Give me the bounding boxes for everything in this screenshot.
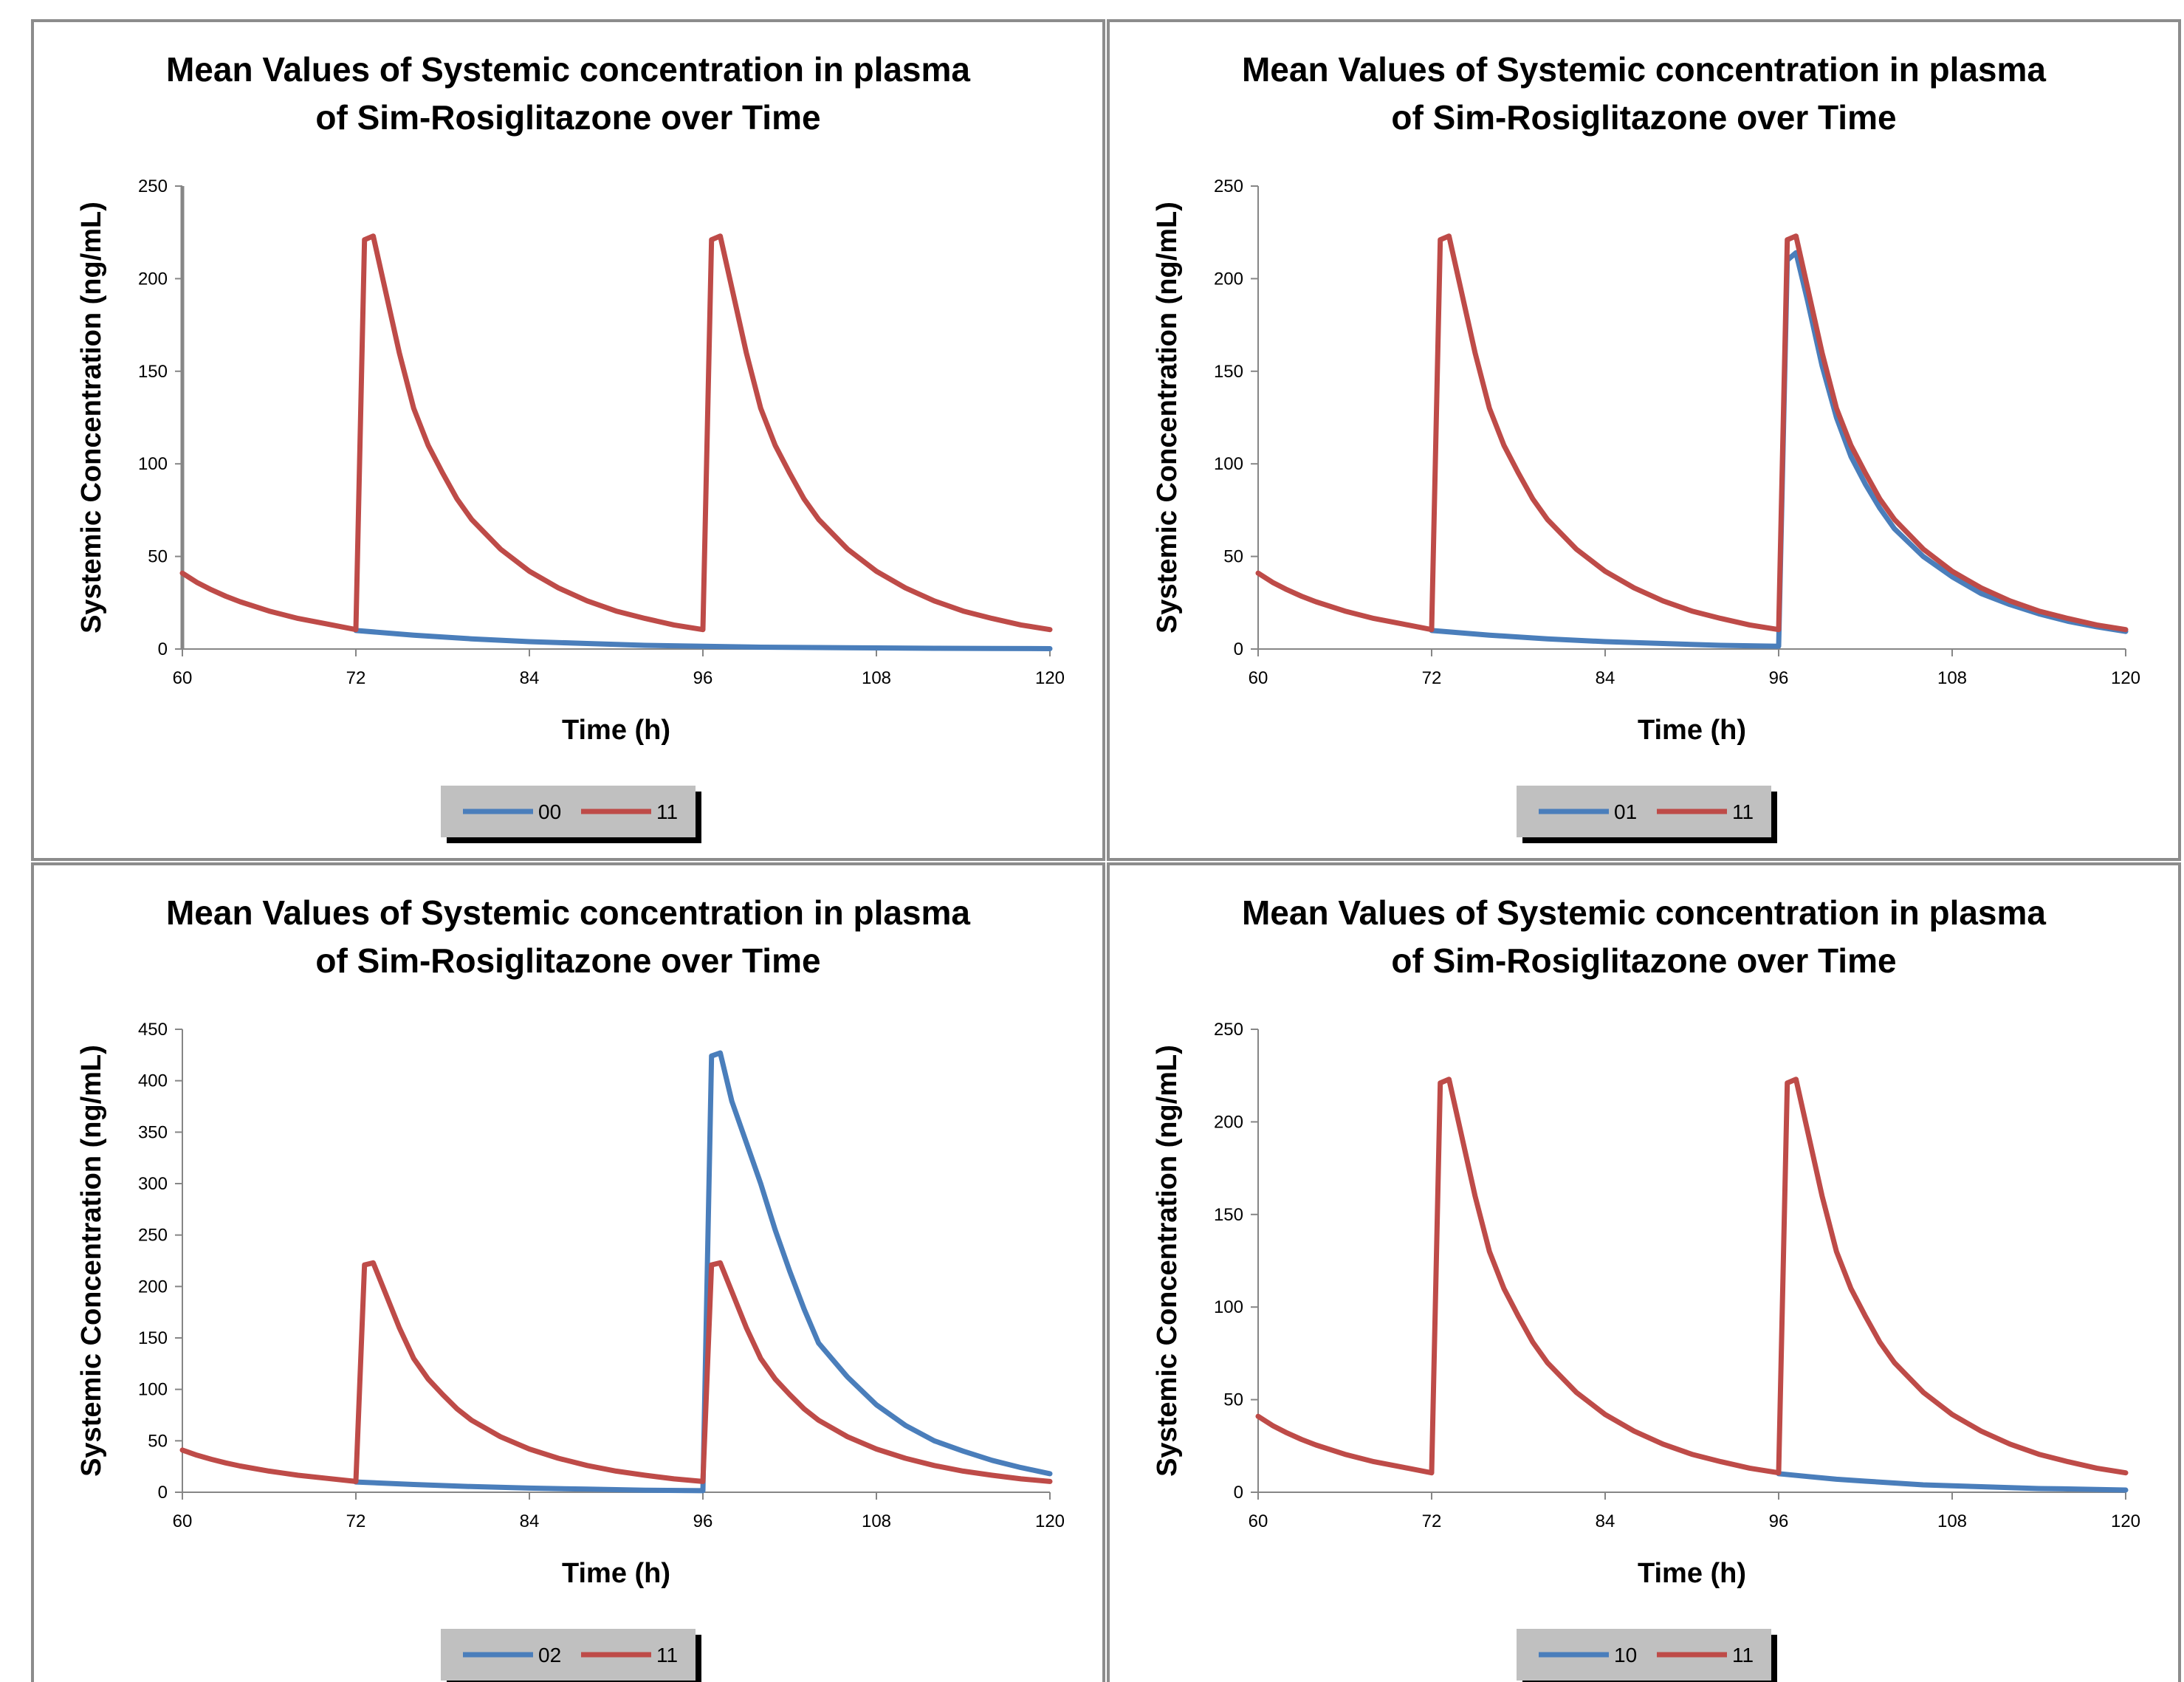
y-tick-label: 0: [1234, 639, 1243, 659]
y-axis-title: Systemic Concentration (ng/mL): [1152, 202, 1183, 634]
y-tick-label: 200: [1214, 1112, 1243, 1132]
y-tick-label: 200: [138, 1277, 168, 1297]
y-tick-label: 100: [138, 1380, 168, 1400]
chart-title: Mean Values of Systemic concentration in…: [166, 50, 970, 89]
x-tick-label: 84: [520, 1511, 540, 1531]
series-line-00: [353, 628, 1053, 651]
x-tick-label: 84: [520, 668, 540, 688]
y-axis-title: Systemic Concentration (ng/mL): [1152, 1045, 1183, 1477]
x-axis-title: Time (h): [562, 1558, 670, 1589]
x-axis-title: Time (h): [562, 715, 670, 746]
y-tick-label: 50: [148, 547, 168, 567]
chart-title: of Sim-Rosiglitazone over Time: [315, 98, 820, 137]
y-axis-title: Systemic Concentration (ng/mL): [76, 1045, 107, 1477]
y-tick-label: 150: [1214, 362, 1243, 382]
y-tick-label: 50: [148, 1431, 168, 1451]
y-tick-label: 0: [1234, 1483, 1243, 1503]
x-tick-label: 72: [346, 1511, 366, 1531]
x-tick-label: 72: [1422, 668, 1442, 688]
x-axis-title: Time (h): [1638, 1558, 1746, 1589]
x-tick-label: 84: [1596, 1511, 1615, 1531]
x-tick-label: 72: [346, 668, 366, 688]
x-tick-label: 120: [2111, 1511, 2140, 1531]
x-tick-label: 60: [1249, 668, 1268, 688]
panel-frame: [1107, 862, 2181, 1682]
y-tick-label: 100: [1214, 454, 1243, 474]
chart-panel-1: Mean Values of Systemic concentration in…: [31, 19, 1105, 861]
x-tick-label: 108: [1937, 668, 1967, 688]
y-tick-label: 150: [1214, 1205, 1243, 1225]
x-tick-label: 108: [862, 668, 891, 688]
panel-frame: [31, 862, 1105, 1682]
x-tick-label: 96: [1769, 668, 1789, 688]
series-line-10: [1776, 1471, 2129, 1493]
x-tick-label: 108: [1937, 1511, 1967, 1531]
legend-label-11: 11: [656, 1644, 678, 1666]
series-line-11: [1255, 1077, 2129, 1476]
panel-frame: [1107, 19, 2181, 861]
y-tick-label: 200: [138, 269, 168, 289]
chart-title: of Sim-Rosiglitazone over Time: [315, 941, 820, 980]
x-tick-label: 96: [693, 668, 713, 688]
y-tick-label: 300: [138, 1174, 168, 1194]
y-tick-label: 250: [138, 1226, 168, 1246]
y-tick-label: 250: [1214, 1020, 1243, 1040]
x-tick-label: 96: [693, 1511, 713, 1531]
chart-title: Mean Values of Systemic concentration in…: [1242, 50, 2046, 89]
y-tick-label: 250: [138, 176, 168, 196]
series-line-11: [179, 233, 1053, 633]
chart-title: of Sim-Rosiglitazone over Time: [1391, 98, 1896, 137]
x-tick-label: 72: [1422, 1511, 1442, 1531]
y-tick-label: 200: [1214, 269, 1243, 289]
y-axis-title: Systemic Concentration (ng/mL): [76, 202, 107, 634]
x-tick-label: 60: [173, 668, 193, 688]
legend-label-11: 11: [1732, 800, 1754, 823]
x-tick-label: 108: [862, 1511, 891, 1531]
x-tick-label: 120: [2111, 668, 2140, 688]
legend-label-01: 01: [1614, 800, 1637, 823]
chart-panel-3: Mean Values of Systemic concentration in…: [31, 862, 1105, 1682]
x-tick-label: 84: [1596, 668, 1615, 688]
panel-frame: [31, 19, 1105, 861]
series-line-01: [1429, 250, 2129, 649]
y-tick-label: 400: [138, 1071, 168, 1091]
x-tick-label: 96: [1769, 1511, 1789, 1531]
x-tick-label: 120: [1035, 668, 1065, 688]
chart-title: of Sim-Rosiglitazone over Time: [1391, 941, 1896, 980]
chart-panel-2: Mean Values of Systemic concentration in…: [1107, 19, 2181, 861]
y-tick-label: 50: [1223, 547, 1243, 567]
y-tick-label: 150: [138, 1328, 168, 1348]
legend-label-00: 00: [538, 800, 561, 823]
legend-label-11: 11: [1732, 1644, 1754, 1666]
x-tick-label: 120: [1035, 1511, 1065, 1531]
legend-label-10: 10: [1614, 1644, 1637, 1666]
x-tick-label: 60: [1249, 1511, 1268, 1531]
y-tick-label: 0: [158, 639, 168, 659]
y-tick-label: 150: [138, 362, 168, 382]
chart-panel-4: Mean Values of Systemic concentration in…: [1107, 862, 2181, 1682]
legend-label-11: 11: [656, 800, 678, 823]
legend-label-02: 02: [538, 1644, 561, 1666]
y-tick-label: 350: [138, 1122, 168, 1142]
y-tick-label: 100: [138, 454, 168, 474]
y-tick-label: 450: [138, 1020, 168, 1040]
x-axis-title: Time (h): [1638, 715, 1746, 746]
series-line-11: [179, 1260, 1053, 1484]
y-tick-label: 50: [1223, 1390, 1243, 1410]
y-tick-label: 250: [1214, 176, 1243, 196]
series-line-11: [1255, 233, 2129, 633]
series-line-02: [353, 1050, 1053, 1494]
y-tick-label: 100: [1214, 1297, 1243, 1317]
chart-title: Mean Values of Systemic concentration in…: [1242, 893, 2046, 932]
y-tick-label: 0: [158, 1483, 168, 1503]
x-tick-label: 60: [173, 1511, 193, 1531]
chart-title: Mean Values of Systemic concentration in…: [166, 893, 970, 932]
